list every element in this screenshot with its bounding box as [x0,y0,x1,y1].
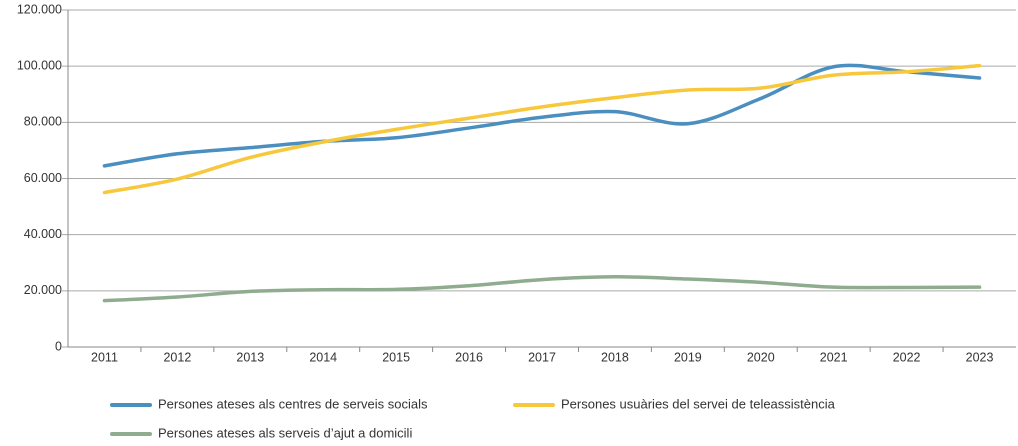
y-tick-label: 80.000 [24,115,62,129]
x-tick-label: 2023 [966,350,994,364]
x-tick-label: 2013 [236,350,264,364]
x-tick-label: 2015 [382,350,410,364]
legend-label: Persones usuàries del servei de teleassi… [561,396,836,411]
y-tick-label: 120.000 [17,2,62,16]
line [102,63,982,195]
x-tick-label: 2022 [893,350,921,364]
line [102,275,982,303]
x-tick-label: 2016 [455,350,483,364]
y-tick-label: 60.000 [24,171,62,185]
x-tick-label: 2018 [601,350,629,364]
legend-label: Persones ateses als centres de serveis s… [158,396,428,411]
x-tick-label: 2012 [163,350,191,364]
x-tick-label: 2021 [820,350,848,364]
y-tick-label: 20.000 [24,283,62,297]
legend: Persones ateses als centres de serveis s… [110,396,836,440]
legend-label: Persones ateses als serveis d’ajut a dom… [158,425,412,440]
y-tick-label: 40.000 [24,227,62,241]
x-tick-label: 2019 [674,350,702,364]
x-tick-label: 2011 [91,350,118,364]
y-tick-label: 0 [55,339,62,353]
line [102,63,982,168]
x-tick-label: 2014 [309,350,337,364]
x-tick-label: 2020 [747,350,775,364]
x-tick-label: 2017 [528,350,556,364]
y-tick-label: 100.000 [17,58,62,72]
